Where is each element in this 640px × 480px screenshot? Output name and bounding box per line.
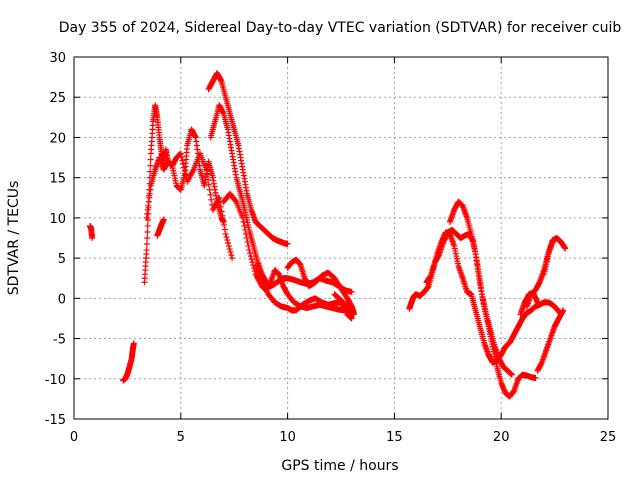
y-tick-label: 10 xyxy=(49,212,66,227)
series-track-6 xyxy=(205,70,291,247)
data-points xyxy=(87,70,569,400)
data-point xyxy=(143,247,150,254)
data-point xyxy=(147,156,154,163)
data-point xyxy=(246,250,253,257)
data-point xyxy=(180,161,187,168)
x-tick-label: 15 xyxy=(386,430,403,445)
data-point xyxy=(130,340,137,347)
data-point xyxy=(181,168,188,175)
data-point xyxy=(241,222,248,229)
data-point xyxy=(207,191,214,198)
data-point xyxy=(221,221,228,228)
data-point xyxy=(348,288,355,295)
data-point xyxy=(239,214,246,221)
data-point xyxy=(242,230,249,237)
data-point xyxy=(350,311,357,318)
x-tick-label: 0 xyxy=(70,430,78,445)
x-axis-label: GPS time / hours xyxy=(281,458,398,474)
data-point xyxy=(182,171,189,178)
y-tick-label: 25 xyxy=(49,91,66,106)
axis-ticks: 0 5 10 15 20 25 -15 -10 -5 0 5 10 15 20 25 30 xyxy=(45,51,617,445)
series-track-11 xyxy=(331,291,357,318)
data-point xyxy=(178,154,185,161)
y-tick-label: 20 xyxy=(49,131,66,146)
data-point xyxy=(245,243,252,250)
x-tick-label: 20 xyxy=(493,430,510,445)
data-point xyxy=(348,315,355,322)
data-point xyxy=(147,162,154,169)
x-tick-label: 5 xyxy=(177,430,185,445)
data-point xyxy=(560,307,567,314)
data-point xyxy=(181,164,188,171)
chart-title: Day 355 of 2024, Sidereal Day-to-day VTE… xyxy=(59,20,622,36)
series-track-7 xyxy=(207,102,355,295)
plot-frame xyxy=(73,56,609,420)
data-point xyxy=(249,259,256,266)
data-point xyxy=(243,235,250,241)
series-track-4 xyxy=(143,150,236,262)
data-point xyxy=(179,157,186,164)
y-tick-label: -15 xyxy=(45,413,66,428)
data-point xyxy=(248,256,255,263)
data-point xyxy=(244,239,251,246)
data-point xyxy=(225,243,232,250)
data-point xyxy=(562,245,569,252)
series-track-1 xyxy=(87,222,96,241)
data-point xyxy=(89,235,96,241)
series-track-18 xyxy=(517,289,541,318)
data-point xyxy=(221,226,228,233)
data-point xyxy=(216,194,223,201)
series-track-5 xyxy=(154,216,167,239)
data-point xyxy=(144,228,151,235)
data-point xyxy=(228,252,235,259)
series-track-16 xyxy=(534,307,567,374)
data-point xyxy=(227,249,234,256)
x-tick-label: 25 xyxy=(600,430,617,445)
y-tick-label: 0 xyxy=(58,292,66,307)
data-point xyxy=(205,181,212,188)
data-point xyxy=(203,166,210,173)
series-track-10 xyxy=(284,256,357,316)
data-point xyxy=(222,230,229,237)
data-point xyxy=(532,374,539,381)
y-tick-label: 15 xyxy=(49,172,66,187)
series-track-17 xyxy=(540,235,569,278)
data-point xyxy=(225,240,232,247)
series-track-2 xyxy=(120,340,137,384)
series-track-14 xyxy=(446,198,539,400)
data-point xyxy=(144,222,151,229)
data-point xyxy=(284,240,291,247)
data-point xyxy=(247,253,254,260)
y-tick-label: -5 xyxy=(53,333,66,348)
data-point xyxy=(217,203,224,210)
series-track-12 xyxy=(406,229,565,366)
data-point xyxy=(206,186,213,193)
y-axis-label: SDTVAR / TECUs xyxy=(6,181,22,296)
data-point xyxy=(143,241,150,248)
data-point xyxy=(219,212,226,219)
data-point xyxy=(177,150,184,157)
data-point xyxy=(232,197,239,204)
y-tick-label: -10 xyxy=(45,373,66,388)
y-tick-label: 30 xyxy=(49,51,66,66)
data-point xyxy=(226,246,233,253)
data-point xyxy=(220,217,227,224)
y-tick-label: 5 xyxy=(58,252,66,267)
data-point xyxy=(229,255,236,262)
data-point xyxy=(144,235,151,241)
data-point xyxy=(246,247,253,254)
data-point xyxy=(204,171,211,178)
data-point xyxy=(534,299,541,306)
data-point xyxy=(508,371,515,378)
data-point xyxy=(208,196,215,203)
data-point xyxy=(218,208,225,215)
data-point xyxy=(160,216,167,223)
data-point xyxy=(240,218,247,225)
data-point xyxy=(223,233,230,240)
data-point xyxy=(224,237,231,244)
data-point xyxy=(205,176,212,183)
data-point xyxy=(242,226,249,233)
x-tick-label: 10 xyxy=(279,430,296,445)
